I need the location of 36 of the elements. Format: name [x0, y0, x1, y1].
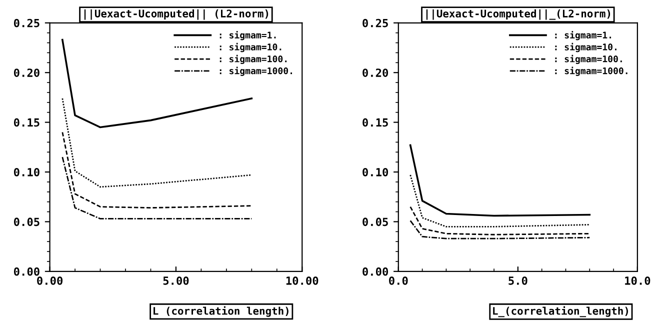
- line-series: [409, 144, 591, 217]
- x-axis-title: L (correlation length): [154, 306, 288, 317]
- chart-title: ||Uexact-Ucomputed|| (L2-norm): [84, 9, 268, 20]
- line-series: [62, 98, 252, 188]
- x-tick-label: 0.00: [37, 276, 63, 285]
- x-axis-title: L_(correlation_length): [493, 306, 628, 318]
- legend-label: : sigmam=10.: [555, 42, 616, 52]
- line-series: [410, 206, 590, 236]
- legend-label: : sigmam=1.: [220, 31, 276, 40]
- y-tick-label: 0.05: [14, 218, 40, 226]
- chart-title: ||Uexact-Ucomputed||_(L2-norm): [426, 9, 610, 20]
- legend-label: : sigmam=10.: [220, 42, 282, 52]
- line-series: [410, 220, 590, 240]
- y-tick-label: 0.00: [362, 267, 388, 276]
- y-tick-label: 0.10: [14, 168, 40, 176]
- legend-label: : sigmam=1000.: [555, 66, 628, 76]
- x-tick-label: 10.00: [286, 276, 318, 285]
- y-tick-label: 0.20: [14, 68, 40, 77]
- y-tick-label: 0.25: [362, 18, 388, 28]
- y-tick-label: 0.15: [362, 118, 388, 127]
- y-tick-label: 0.15: [14, 118, 40, 127]
- x-tick-label: 0.0: [389, 276, 408, 285]
- x-tick-label: 5.00: [163, 276, 189, 285]
- line-series: [62, 132, 252, 208]
- x-tick-label: 5.0: [508, 276, 528, 285]
- y-tick-label: 0.00: [14, 267, 40, 276]
- x-tick-label: 10.0: [625, 276, 650, 285]
- legend-label: : sigmam=1000.: [220, 66, 292, 76]
- legend-label: : sigmam=1.: [555, 31, 612, 40]
- legend-label: : sigmam=100.: [555, 54, 622, 64]
- y-tick-label: 0.25: [14, 18, 40, 28]
- legend-label: : sigmam=100.: [220, 54, 287, 64]
- y-tick-label: 0.20: [362, 68, 388, 77]
- line-series: [410, 174, 590, 228]
- y-tick-label: 0.10: [362, 168, 388, 176]
- y-tick-label: 0.05: [362, 218, 388, 226]
